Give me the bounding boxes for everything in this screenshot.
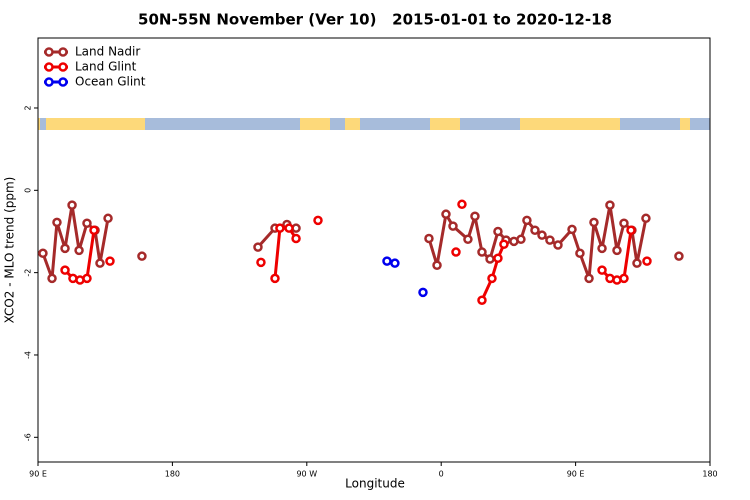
chart-title: 50N-55N November (Ver 10) 2015-01-01 to … bbox=[138, 11, 612, 29]
point bbox=[82, 273, 92, 284]
point bbox=[105, 256, 115, 266]
point bbox=[418, 287, 428, 298]
point bbox=[47, 273, 57, 284]
x-tick-label: 180 bbox=[165, 470, 180, 479]
point bbox=[493, 253, 503, 263]
point bbox=[95, 258, 105, 268]
point bbox=[597, 265, 607, 275]
y-tick-label: 0 bbox=[24, 188, 33, 193]
point bbox=[441, 209, 451, 219]
point bbox=[499, 239, 509, 249]
point bbox=[291, 233, 301, 244]
plot-frame bbox=[37, 37, 711, 463]
point bbox=[256, 257, 266, 268]
point bbox=[612, 245, 622, 256]
point bbox=[82, 218, 92, 228]
point bbox=[493, 226, 503, 237]
legend-label: Ocean Glint bbox=[75, 75, 146, 89]
point bbox=[641, 213, 651, 224]
point bbox=[487, 273, 497, 284]
point bbox=[522, 215, 532, 226]
point bbox=[38, 248, 48, 259]
point bbox=[390, 258, 400, 268]
point bbox=[275, 223, 285, 233]
point bbox=[632, 258, 642, 268]
point bbox=[477, 295, 487, 305]
point bbox=[575, 248, 585, 259]
x-axis-label: Longitude bbox=[345, 477, 405, 491]
x-tick-label: 90 E bbox=[567, 470, 585, 479]
legend-label: Land Nadir bbox=[75, 45, 140, 59]
point bbox=[89, 225, 99, 235]
point bbox=[674, 251, 684, 261]
point bbox=[137, 251, 147, 261]
point bbox=[60, 265, 70, 275]
point bbox=[67, 200, 77, 210]
x-tick-label: 0 bbox=[439, 470, 444, 479]
series-line bbox=[43, 205, 679, 278]
legend-marker bbox=[58, 47, 68, 57]
point bbox=[270, 273, 280, 284]
point bbox=[589, 217, 599, 228]
point bbox=[530, 225, 540, 235]
point bbox=[253, 242, 263, 252]
point bbox=[74, 245, 84, 256]
point bbox=[597, 243, 607, 254]
x-tick-label: 90 W bbox=[296, 470, 317, 479]
legend-marker bbox=[58, 77, 68, 87]
point bbox=[584, 273, 594, 284]
y-tick-label: -2 bbox=[24, 269, 33, 277]
point bbox=[485, 254, 495, 264]
point bbox=[567, 224, 577, 235]
legend-marker bbox=[44, 47, 54, 57]
y-tick-label: -4 bbox=[24, 351, 33, 359]
legend-marker bbox=[44, 77, 54, 87]
point bbox=[537, 230, 547, 240]
point bbox=[448, 221, 458, 231]
legend-marker bbox=[58, 62, 68, 72]
x-tick-label: 180 bbox=[702, 470, 717, 479]
point bbox=[553, 240, 563, 250]
point bbox=[605, 200, 615, 210]
legend-marker bbox=[44, 62, 54, 72]
point bbox=[619, 273, 629, 284]
point bbox=[284, 223, 294, 233]
point bbox=[451, 247, 461, 257]
series-line bbox=[65, 228, 647, 300]
point bbox=[642, 256, 652, 266]
point bbox=[60, 243, 70, 254]
point bbox=[463, 234, 473, 245]
point bbox=[626, 225, 636, 235]
point bbox=[432, 260, 442, 270]
point bbox=[619, 218, 629, 228]
x-tick-label: 90 E bbox=[29, 470, 47, 479]
point bbox=[313, 215, 323, 226]
y-tick-label: 2 bbox=[24, 105, 33, 110]
point bbox=[382, 256, 392, 266]
point bbox=[470, 211, 480, 221]
point bbox=[545, 235, 555, 245]
point bbox=[477, 247, 487, 257]
y-axis-label: XCO2 - MLO trend (ppm) bbox=[3, 177, 17, 324]
map-strip bbox=[38, 118, 710, 130]
point bbox=[52, 217, 62, 228]
legend-label: Land Glint bbox=[75, 60, 137, 74]
point bbox=[103, 213, 113, 224]
point bbox=[424, 233, 434, 244]
y-tick-label: -6 bbox=[24, 433, 33, 441]
point bbox=[516, 234, 526, 245]
point bbox=[457, 199, 467, 210]
